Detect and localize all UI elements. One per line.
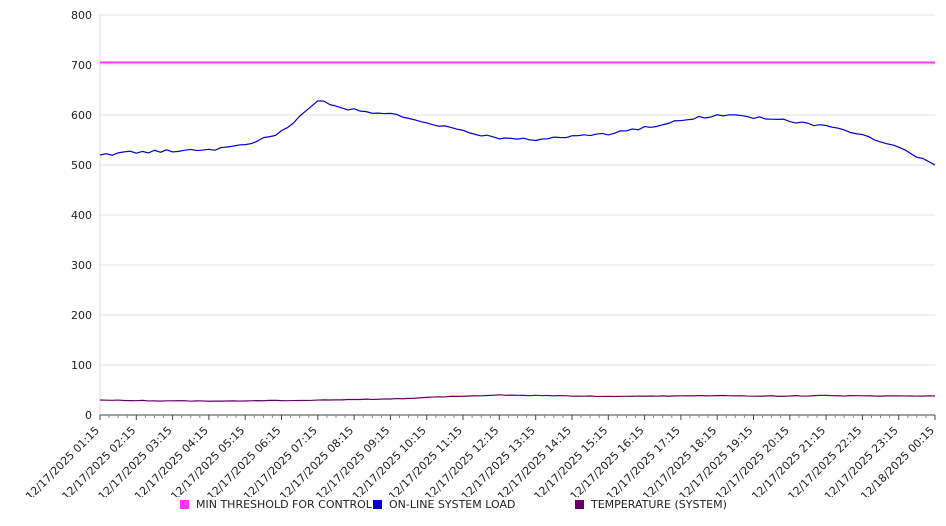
series-line-temperature-system- — [99, 394, 936, 402]
y-axis-tick-label: 400 — [71, 209, 92, 222]
y-axis-tick-label: 800 — [71, 9, 92, 22]
y-axis-tick-label: 200 — [71, 309, 92, 322]
legend-item-min-threshold[interactable]: MIN THRESHOLD FOR CONTROL — [180, 498, 373, 511]
legend-swatch-min-threshold — [180, 500, 189, 509]
y-axis-tick-label: 300 — [71, 259, 92, 272]
legend-item-system-load[interactable]: ON-LINE SYSTEM LOAD — [373, 498, 575, 511]
series-line-on-line-system-load — [99, 100, 936, 166]
y-axis-tick-label: 0 — [85, 409, 92, 422]
chart-legend: MIN THRESHOLD FOR CONTROL ON-LINE SYSTEM… — [180, 498, 727, 511]
x-axis-tick-label: 12/17/2025 01:15 — [23, 424, 102, 497]
legend-label-system-load: ON-LINE SYSTEM LOAD — [389, 498, 516, 511]
legend-swatch-system-load — [373, 500, 382, 509]
chart-canvas: 0 100 200 300 400 500 600 700 800 12/17/2025 01:1… — [23, 9, 937, 497]
legend-label-min-threshold: MIN THRESHOLD FOR CONTROL — [196, 498, 372, 511]
legend-label-temperature: TEMPERATURE (SYSTEM) — [591, 498, 727, 511]
y-axis-tick-label: 700 — [71, 59, 92, 72]
legend-item-temperature[interactable]: TEMPERATURE (SYSTEM) — [575, 498, 727, 511]
y-axis-tick-label: 100 — [71, 359, 92, 372]
y-axis-tick-label: 500 — [71, 159, 92, 172]
y-axis-tick-label: 600 — [71, 109, 92, 122]
legend-swatch-temperature — [575, 500, 584, 509]
